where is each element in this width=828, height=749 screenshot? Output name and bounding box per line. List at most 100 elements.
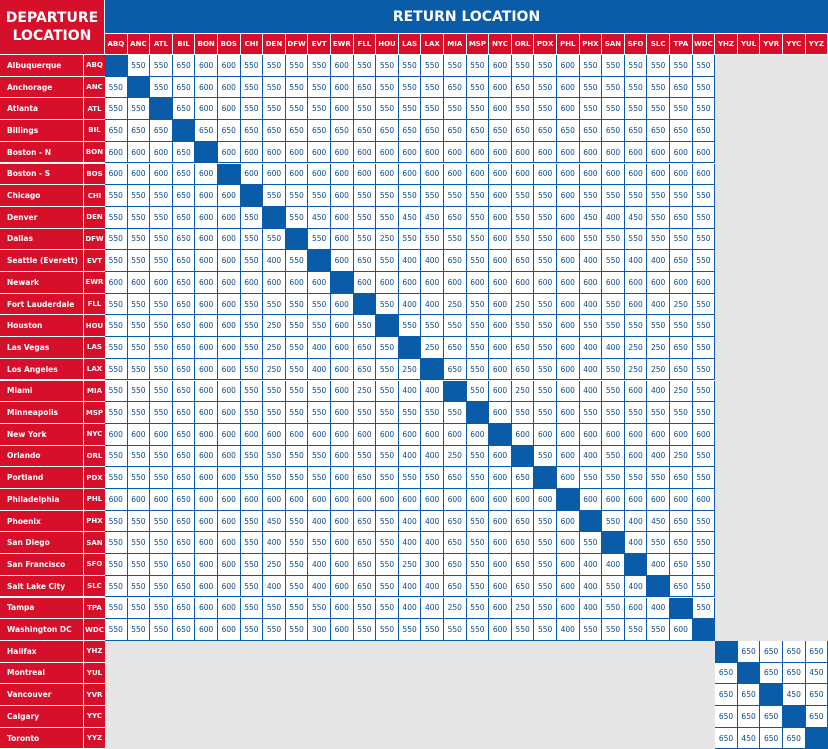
rate-cell: 600 bbox=[670, 163, 693, 186]
rate-cell: 550 bbox=[579, 55, 603, 77]
rate-cell: 650 bbox=[670, 337, 693, 359]
rate-cell: 550 bbox=[105, 250, 128, 272]
rate-cell: 600 bbox=[331, 337, 354, 359]
rate-cell: 550 bbox=[602, 575, 625, 598]
rate-cell: 400 bbox=[263, 532, 286, 555]
rate-cell: 650 bbox=[172, 402, 196, 424]
rate-cell: 250 bbox=[376, 228, 399, 251]
rate-cell: 550 bbox=[127, 315, 151, 338]
rate-cell: 550 bbox=[285, 510, 309, 533]
rate-cell: 550 bbox=[376, 206, 399, 229]
rate-cell: 450 bbox=[737, 727, 761, 749]
row-code-hou: HOU bbox=[83, 315, 105, 338]
rate-cell: 600 bbox=[376, 423, 399, 446]
rate-cell: 550 bbox=[127, 98, 151, 121]
rate-cell: 400 bbox=[602, 337, 625, 359]
rate-cell: 550 bbox=[579, 185, 603, 207]
rate-cell: 550 bbox=[444, 315, 467, 338]
rate-cell: 650 bbox=[172, 272, 196, 294]
rate-cell: 550 bbox=[105, 597, 128, 620]
rate-cell: 550 bbox=[670, 228, 693, 251]
rate-cell: 550 bbox=[240, 358, 264, 381]
rate-cell: 400 bbox=[624, 250, 648, 272]
rate-cell: 600 bbox=[285, 489, 309, 511]
rate-cell: 550 bbox=[240, 55, 264, 77]
rate-cell: 400 bbox=[557, 619, 580, 641]
rate-cell: 550 bbox=[692, 185, 716, 207]
rate-cell: 550 bbox=[240, 575, 264, 598]
rate-cell: 600 bbox=[398, 489, 422, 511]
rate-cell: 400 bbox=[624, 532, 648, 555]
rate-cell: 550 bbox=[692, 55, 716, 77]
rate-cell: 550 bbox=[240, 402, 264, 424]
rate-cell: 650 bbox=[172, 510, 196, 533]
rate-cell: 550 bbox=[421, 55, 444, 77]
empty-region-bottom-left bbox=[105, 640, 716, 749]
rate-cell: 400 bbox=[579, 554, 603, 576]
rate-cell: 650 bbox=[489, 120, 512, 142]
rate-cell: 600 bbox=[557, 315, 580, 338]
rate-cell: 550 bbox=[240, 467, 264, 489]
rate-cell: 550 bbox=[466, 76, 490, 99]
rate-cell: 550 bbox=[105, 358, 128, 381]
rate-cell: 600 bbox=[195, 423, 218, 446]
rate-cell: 600 bbox=[511, 423, 535, 446]
rate-cell: 600 bbox=[218, 380, 241, 403]
rate-cell: 600 bbox=[353, 272, 377, 294]
diagonal-cell bbox=[127, 76, 151, 99]
rate-cell: 600 bbox=[534, 141, 557, 164]
rate-cell: 550 bbox=[308, 98, 331, 121]
column-header-yyz: YYZ bbox=[805, 34, 828, 54]
rate-cell: 550 bbox=[466, 510, 490, 533]
rate-cell: 600 bbox=[624, 272, 648, 294]
rate-cell: 600 bbox=[376, 489, 399, 511]
row-code-slc: SLC bbox=[83, 575, 105, 598]
rate-cell: 400 bbox=[308, 337, 331, 359]
rate-cell: 600 bbox=[195, 272, 218, 294]
rate-cell: 550 bbox=[647, 619, 670, 641]
rate-cell: 650 bbox=[172, 163, 196, 186]
rate-cell: 600 bbox=[263, 272, 286, 294]
rate-cell: 650 bbox=[760, 727, 783, 749]
rate-cell: 550 bbox=[398, 619, 422, 641]
rate-cell: 600 bbox=[624, 293, 648, 316]
rate-cell: 600 bbox=[557, 554, 580, 576]
rate-cell: 600 bbox=[489, 467, 512, 489]
rate-cell: 650 bbox=[670, 510, 693, 533]
rate-cell: 600 bbox=[240, 489, 264, 511]
diagonal-cell bbox=[805, 727, 828, 749]
rate-cell: 600 bbox=[624, 597, 648, 620]
rate-cell: 650 bbox=[737, 684, 761, 706]
rate-cell: 550 bbox=[579, 532, 603, 555]
rate-cell: 600 bbox=[195, 619, 218, 641]
column-header-yul: YUL bbox=[737, 34, 761, 54]
rate-cell: 600 bbox=[421, 423, 444, 446]
rate-cell: 600 bbox=[602, 489, 625, 511]
rate-cell: 600 bbox=[602, 272, 625, 294]
rate-cell: 600 bbox=[331, 467, 354, 489]
rate-cell: 550 bbox=[285, 185, 309, 207]
rate-cell: 250 bbox=[263, 337, 286, 359]
rate-cell: 550 bbox=[240, 337, 264, 359]
rate-cell: 550 bbox=[105, 98, 128, 121]
row-code-phx: PHX bbox=[83, 510, 105, 533]
row-code-bon: BON bbox=[83, 141, 105, 164]
rate-cell: 650 bbox=[172, 141, 196, 164]
rate-cell: 550 bbox=[150, 445, 173, 468]
row-code-bos: BOS bbox=[83, 163, 105, 186]
rate-cell: 550 bbox=[624, 402, 648, 424]
rate-cell: 550 bbox=[150, 206, 173, 229]
rate-cell: 600 bbox=[647, 272, 670, 294]
rate-cell: 600 bbox=[195, 228, 218, 251]
rate-cell: 600 bbox=[218, 597, 241, 620]
rate-cell: 650 bbox=[421, 120, 444, 142]
rate-cell: 600 bbox=[534, 163, 557, 186]
diagonal-cell bbox=[760, 684, 783, 706]
rate-cell: 600 bbox=[489, 76, 512, 99]
rate-cell: 650 bbox=[444, 510, 467, 533]
rate-cell: 650 bbox=[715, 662, 738, 685]
row-code-san: SAN bbox=[83, 532, 105, 555]
rate-cell: 550 bbox=[285, 532, 309, 555]
rate-cell: 400 bbox=[398, 250, 422, 272]
rate-cell: 600 bbox=[331, 597, 354, 620]
